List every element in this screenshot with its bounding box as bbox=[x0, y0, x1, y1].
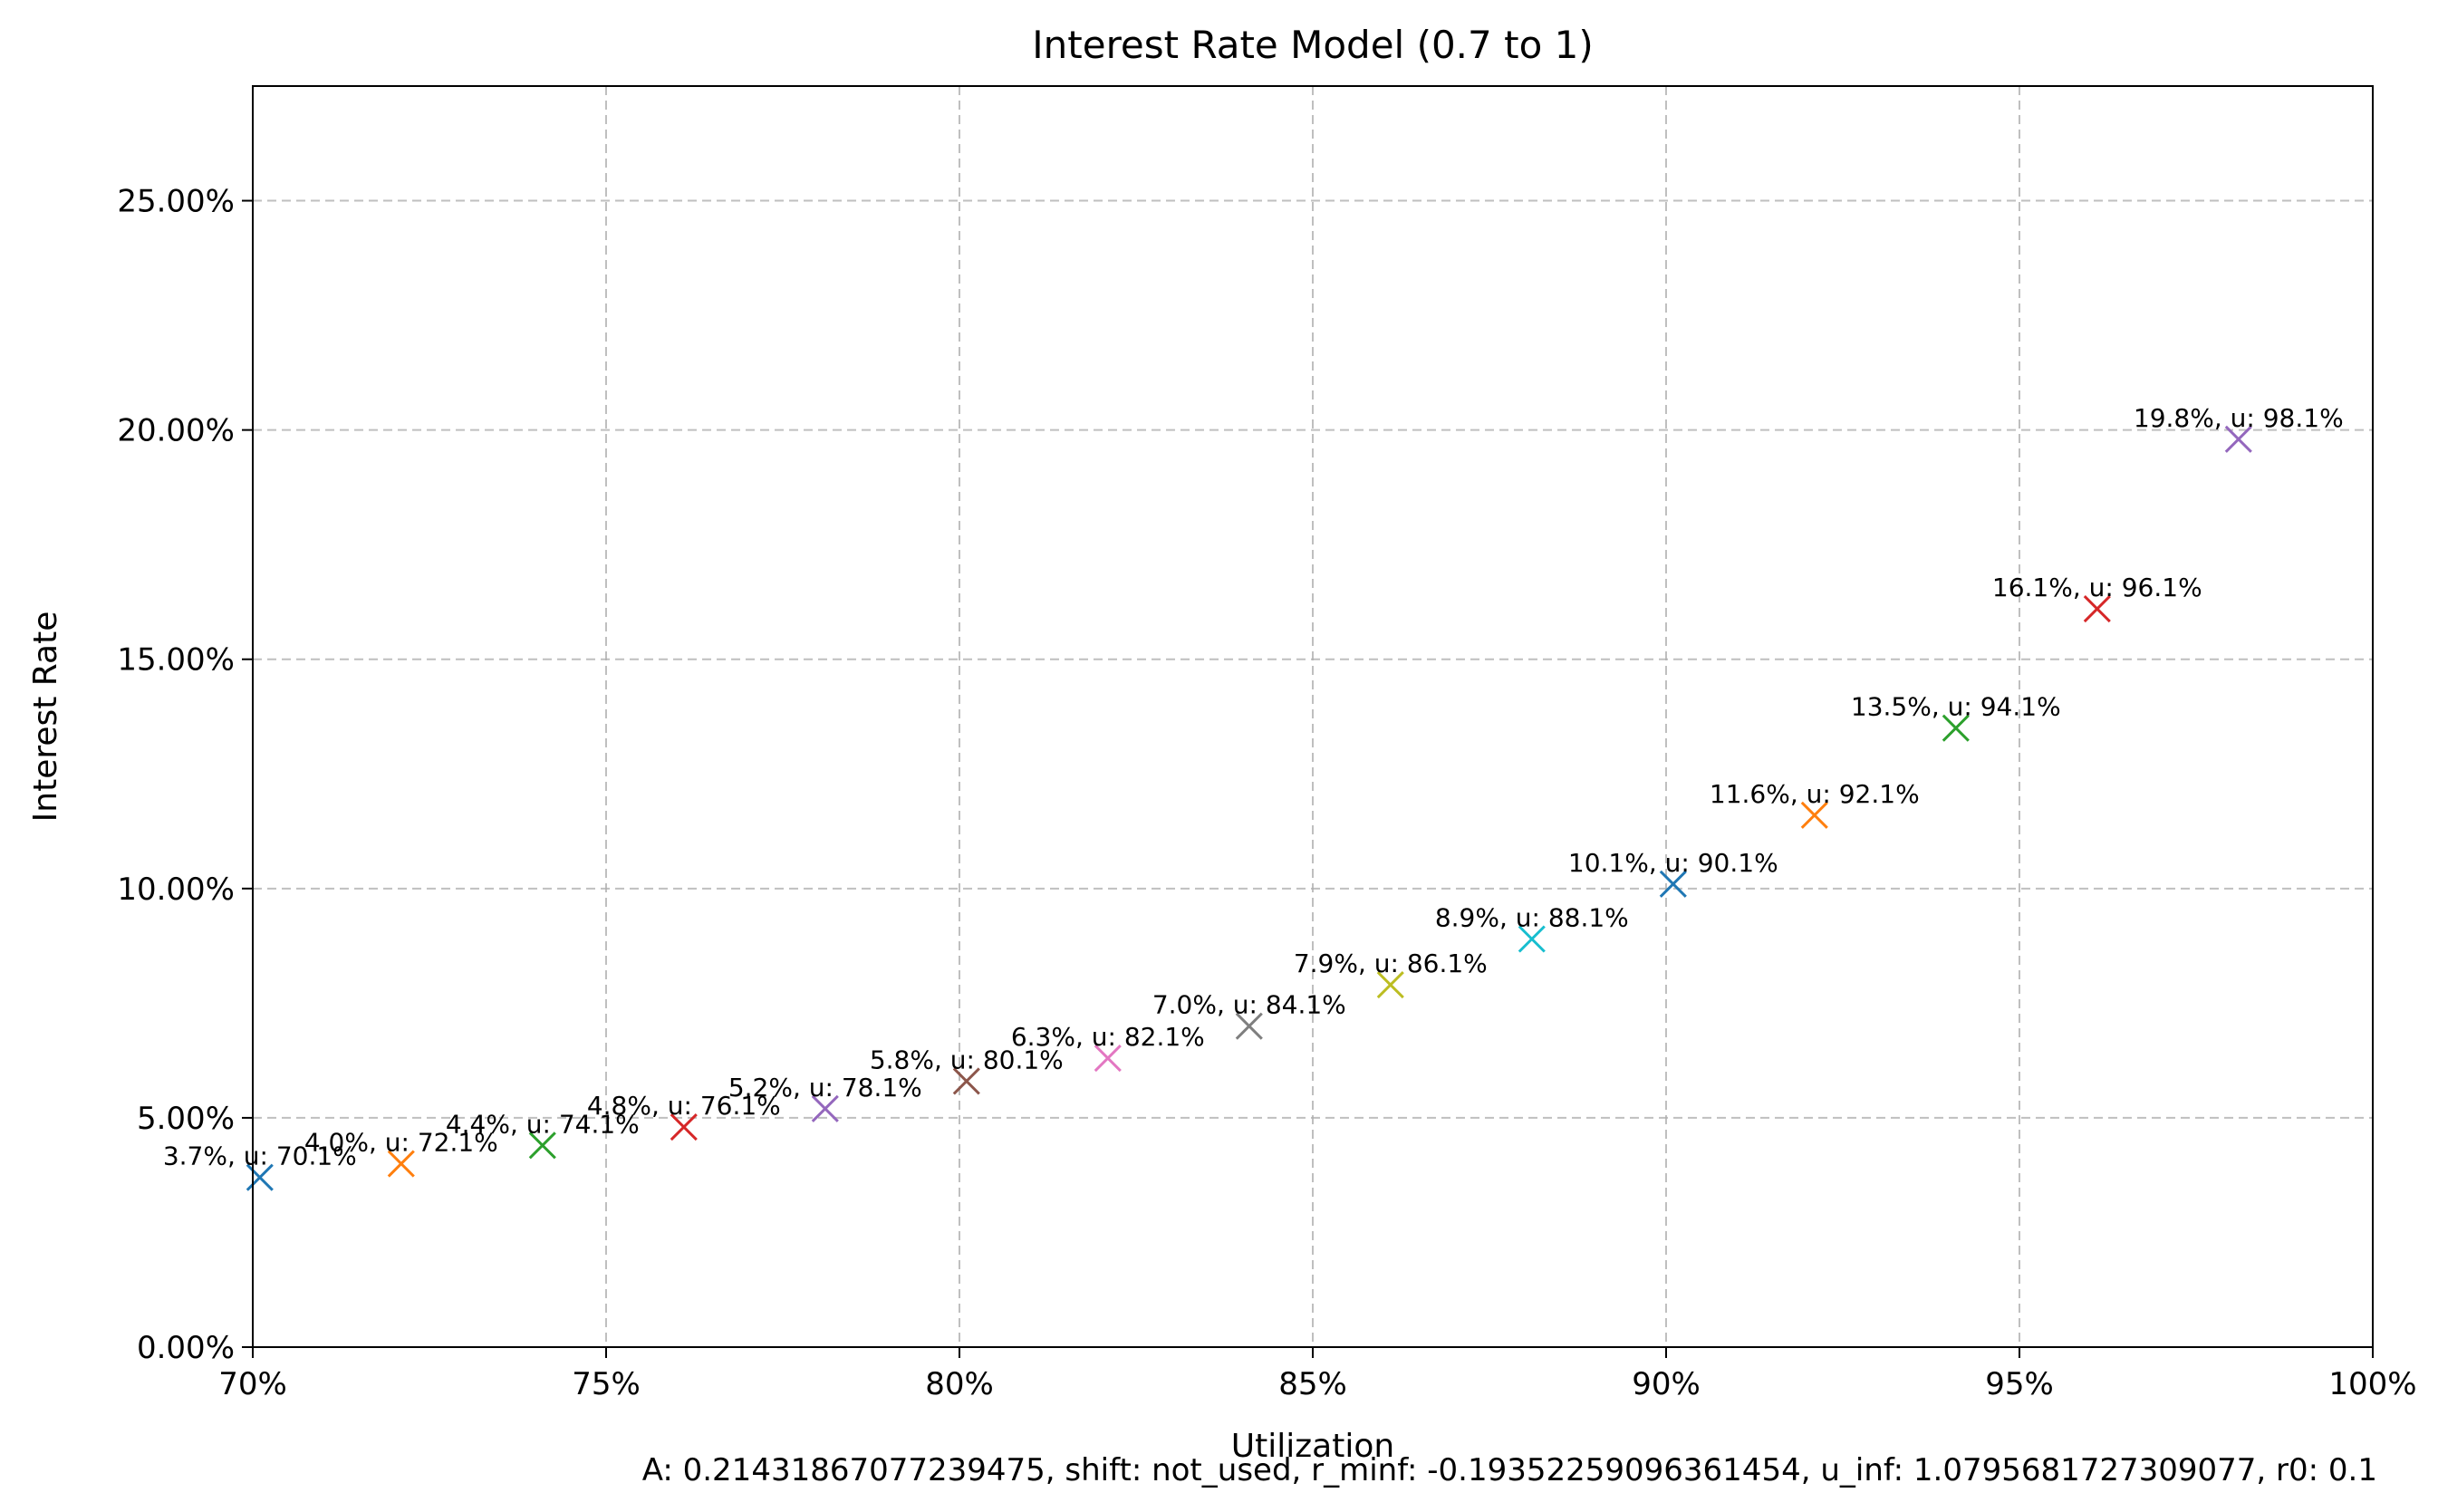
y-tick-label: 25.00% bbox=[117, 184, 235, 220]
point-label: 10.1%, u: 90.1% bbox=[1568, 848, 1778, 878]
point-label: 13.5%, u: 94.1% bbox=[1851, 692, 2061, 722]
data-point-marker bbox=[246, 1163, 274, 1191]
data-point-marker bbox=[670, 1112, 698, 1141]
y-tick-label: 20.00% bbox=[117, 413, 235, 449]
point-label: 7.9%, u: 86.1% bbox=[1294, 949, 1488, 978]
y-tick-label: 15.00% bbox=[117, 642, 235, 679]
data-point-marker bbox=[1235, 1012, 1263, 1040]
point-label: 5.8%, u: 80.1% bbox=[870, 1045, 1064, 1074]
data-point-marker bbox=[1800, 801, 1828, 829]
point-label: 4.4%, u: 74.1% bbox=[446, 1109, 640, 1139]
point-annotations: 3.7%, u: 70.1%4.0%, u: 72.1%4.4%, u: 74.… bbox=[163, 403, 2344, 1171]
data-point-marker bbox=[2083, 594, 2111, 623]
x-tick-label: 85% bbox=[1278, 1366, 1347, 1402]
y-axis-ticks: 0.00% 5.00% 10.00% 15.00% 20.00% 25.00% bbox=[117, 184, 253, 1366]
point-label: 7.0%, u: 84.1% bbox=[1152, 990, 1346, 1020]
point-label: 11.6%, u: 92.1% bbox=[1710, 779, 1920, 809]
data-point-marker bbox=[2224, 425, 2252, 453]
y-tick-label: 5.00% bbox=[137, 1101, 235, 1137]
data-point-marker bbox=[811, 1094, 839, 1122]
point-label: 5.2%, u: 78.1% bbox=[728, 1073, 922, 1103]
point-label: 8.9%, u: 88.1% bbox=[1435, 902, 1629, 932]
data-points bbox=[246, 425, 2252, 1191]
data-point-marker bbox=[528, 1132, 556, 1160]
point-label: 6.3%, u: 82.1% bbox=[1011, 1022, 1205, 1052]
data-point-marker bbox=[1659, 870, 1687, 898]
point-label: 19.8%, u: 98.1% bbox=[2134, 403, 2344, 433]
y-tick-label: 0.00% bbox=[137, 1330, 235, 1366]
point-label: 4.8%, u: 76.1% bbox=[587, 1091, 781, 1121]
data-point-marker bbox=[952, 1067, 980, 1095]
x-axis-title: Utilization bbox=[1231, 1428, 1394, 1465]
x-axis-ticks: 70% 75% 80% 85% 90% 95% 100% bbox=[218, 1347, 2417, 1402]
y-axis-title: Interest Rate bbox=[27, 612, 64, 823]
point-label: 16.1%, u: 96.1% bbox=[1992, 573, 2202, 602]
data-point-marker bbox=[387, 1150, 415, 1178]
point-label: 3.7%, u: 70.1% bbox=[163, 1141, 357, 1171]
data-point-marker bbox=[1094, 1045, 1122, 1073]
data-point-marker bbox=[1942, 714, 1970, 742]
x-tick-label: 80% bbox=[925, 1366, 994, 1402]
point-label: 4.0%, u: 72.1% bbox=[304, 1128, 498, 1158]
x-tick-label: 70% bbox=[218, 1366, 287, 1402]
parameter-footer: A: 0.21431867077239475, shift: not_used,… bbox=[642, 1452, 2377, 1488]
chart-title: Interest Rate Model (0.7 to 1) bbox=[1032, 23, 1593, 67]
x-tick-label: 90% bbox=[1632, 1366, 1701, 1402]
y-tick-label: 10.00% bbox=[117, 872, 235, 908]
x-tick-label: 75% bbox=[572, 1366, 641, 1402]
x-tick-label: 95% bbox=[1985, 1366, 2054, 1402]
data-point-marker bbox=[1518, 925, 1546, 953]
grid-lines bbox=[252, 86, 2374, 1348]
data-point-marker bbox=[1376, 971, 1404, 999]
x-tick-label: 100% bbox=[2328, 1366, 2416, 1402]
